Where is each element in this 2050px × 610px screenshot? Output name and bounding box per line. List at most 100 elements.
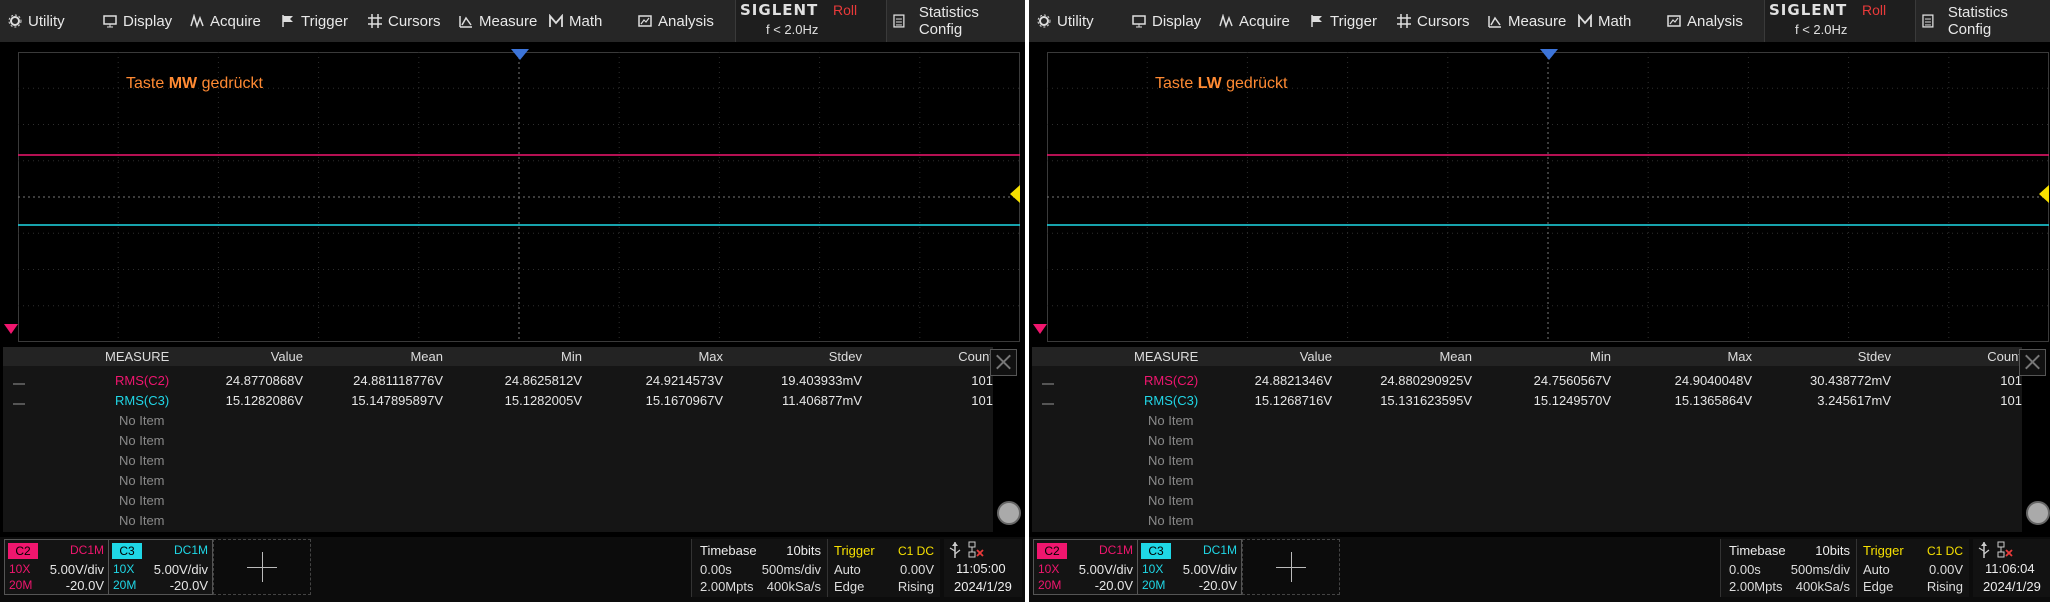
- menu-trigger[interactable]: Trigger: [1310, 0, 1377, 42]
- col-count: Count: [958, 349, 993, 364]
- trigger-box[interactable]: Trigger C1 DC Auto 0.00V Edge Rising: [1856, 539, 1969, 597]
- row-handle[interactable]: [13, 403, 25, 405]
- trigger-flag-icon: [1311, 15, 1322, 27]
- waveform-grid[interactable]: Taste MW gedrückt: [4, 49, 1020, 342]
- measure-header-row: MEASURE Value Mean Min Max Stdev Count: [3, 347, 993, 366]
- trigger-level-marker[interactable]: [1010, 185, 1020, 203]
- menu-analysis-label: Analysis: [658, 12, 714, 30]
- menu-bar: Utility Display Acquire Trigger Cursors …: [0, 0, 1025, 42]
- empty-slot[interactable]: No Item: [1148, 453, 1194, 468]
- menu-cursors[interactable]: Cursors: [368, 0, 441, 42]
- menu-measure-label: Measure: [479, 12, 538, 30]
- empty-slot[interactable]: No Item: [1148, 473, 1194, 488]
- menu-display[interactable]: Display: [1132, 0, 1201, 42]
- empty-slot[interactable]: No Item: [1148, 433, 1194, 448]
- channel-c2-box[interactable]: C2 DC1M 10X 20M 5.00V/div -20.0V: [4, 539, 109, 595]
- menu-measure[interactable]: Measure: [1488, 0, 1566, 42]
- add-channel-button[interactable]: [1242, 539, 1340, 595]
- add-channel-button[interactable]: [213, 539, 311, 595]
- trigger-position-marker[interactable]: [511, 49, 529, 60]
- row-handle[interactable]: [13, 383, 25, 385]
- gear-icon: [8, 14, 22, 28]
- row-mean: 15.131623595V: [1380, 393, 1472, 408]
- trigger-slope: Rising: [1926, 579, 1963, 594]
- timebase-box[interactable]: Timebase 10bits 0.00s 500ms/div 2.00Mpts…: [691, 539, 827, 597]
- col-measure: MEASURE: [105, 349, 170, 364]
- scroll-knob[interactable]: [997, 501, 1021, 525]
- channel-probe: 10X: [1142, 562, 1164, 576]
- menu-utility[interactable]: Utility: [1037, 0, 1094, 42]
- trigger-flag-icon: [282, 15, 293, 27]
- trigger-level-marker[interactable]: [2039, 185, 2049, 203]
- channel-c3-box[interactable]: C3 DC1M 10X 20M 5.00V/div -20.0V: [108, 539, 213, 595]
- timebase-scale: 500ms/div: [761, 562, 821, 577]
- menu-measure[interactable]: Measure: [459, 0, 537, 42]
- menu-math[interactable]: Math: [1578, 0, 1631, 42]
- row-min: 24.8625812V: [504, 373, 582, 388]
- menu-trigger-label: Trigger: [1330, 12, 1377, 30]
- channel-offset: -20.0V: [65, 578, 104, 593]
- col-value: Value: [1299, 349, 1332, 364]
- timebase-scale: 500ms/div: [1790, 562, 1850, 577]
- empty-slot[interactable]: No Item: [119, 493, 165, 508]
- timebase-label: Timebase: [700, 543, 757, 558]
- annotation-post: gedrückt: [197, 75, 263, 92]
- trigger-label: Trigger: [1863, 543, 1904, 558]
- row-name[interactable]: RMS(C3): [115, 393, 170, 408]
- trigger-label: Trigger: [834, 543, 875, 558]
- document-icon: [893, 14, 905, 28]
- close-icon[interactable]: [2019, 349, 2046, 376]
- ground-marker[interactable]: [1033, 324, 1047, 334]
- close-icon[interactable]: [990, 349, 1017, 376]
- timebase-box[interactable]: Timebase 10bits 0.00s 500ms/div 2.00Mpts…: [1720, 539, 1856, 597]
- row-max: 24.9040048V: [1674, 373, 1752, 388]
- row-handle[interactable]: [1042, 383, 1054, 385]
- clock-box: 11:06:04 2024/1/29: [1973, 539, 2050, 597]
- menu-math[interactable]: Math: [549, 0, 602, 42]
- plus-icon: [1291, 552, 1292, 582]
- row-stdev: 19.403933mV: [781, 373, 862, 388]
- trigger-mode: Auto: [834, 562, 861, 577]
- empty-slot[interactable]: No Item: [119, 433, 165, 448]
- statistics-config-button[interactable]: Statistics Config: [1922, 0, 2050, 42]
- row-count: 101: [2000, 373, 2022, 388]
- menu-analysis[interactable]: Analysis: [1667, 0, 1743, 42]
- statistics-config-button[interactable]: Statistics Config: [893, 0, 1025, 42]
- row-handle[interactable]: [1042, 403, 1054, 405]
- menu-trigger-label: Trigger: [301, 12, 348, 30]
- empty-slot[interactable]: No Item: [1148, 513, 1194, 528]
- menu-display[interactable]: Display: [103, 0, 172, 42]
- channel-c3-box[interactable]: C3 DC1M 10X 20M 5.00V/div -20.0V: [1137, 539, 1242, 595]
- trigger-position-marker[interactable]: [1540, 49, 1558, 60]
- empty-slot[interactable]: No Item: [119, 513, 165, 528]
- channel-coupling: DC1M: [69, 543, 104, 557]
- scroll-knob[interactable]: [2026, 501, 2050, 525]
- waveform-grid[interactable]: Taste LW gedrückt: [1033, 49, 2049, 342]
- menu-utility[interactable]: Utility: [8, 0, 65, 42]
- ground-marker[interactable]: [4, 324, 18, 334]
- channel-coupling: DC1M: [1098, 543, 1133, 557]
- empty-slot[interactable]: No Item: [1148, 493, 1194, 508]
- empty-slot[interactable]: No Item: [119, 473, 165, 488]
- row-name[interactable]: RMS(C2): [115, 373, 170, 388]
- statistics-config-label: Statistics Config: [1947, 4, 2008, 38]
- row-min: 24.7560567V: [1533, 373, 1611, 388]
- menu-analysis[interactable]: Analysis: [638, 0, 714, 42]
- channel-coupling: DC1M: [173, 543, 208, 557]
- channel-c2-box[interactable]: C2 DC1M 10X 20M 5.00V/div -20.0V: [1033, 539, 1138, 595]
- channel-bandwidth: 20M: [9, 578, 33, 592]
- graticule: [1047, 52, 2049, 342]
- menu-acquire[interactable]: Acquire: [190, 0, 261, 42]
- trigger-type: Edge: [1863, 579, 1894, 594]
- row-value: 24.8821346V: [1254, 373, 1332, 388]
- trigger-box[interactable]: Trigger C1 DC Auto 0.00V Edge Rising: [827, 539, 940, 597]
- menu-trigger[interactable]: Trigger: [281, 0, 348, 42]
- row-name[interactable]: RMS(C2): [1144, 373, 1199, 388]
- row-name[interactable]: RMS(C3): [1144, 393, 1199, 408]
- empty-slot[interactable]: No Item: [1148, 413, 1194, 428]
- empty-slot[interactable]: No Item: [119, 413, 165, 428]
- empty-slot[interactable]: No Item: [119, 453, 165, 468]
- col-value: Value: [270, 349, 303, 364]
- menu-cursors[interactable]: Cursors: [1397, 0, 1470, 42]
- menu-acquire[interactable]: Acquire: [1219, 0, 1290, 42]
